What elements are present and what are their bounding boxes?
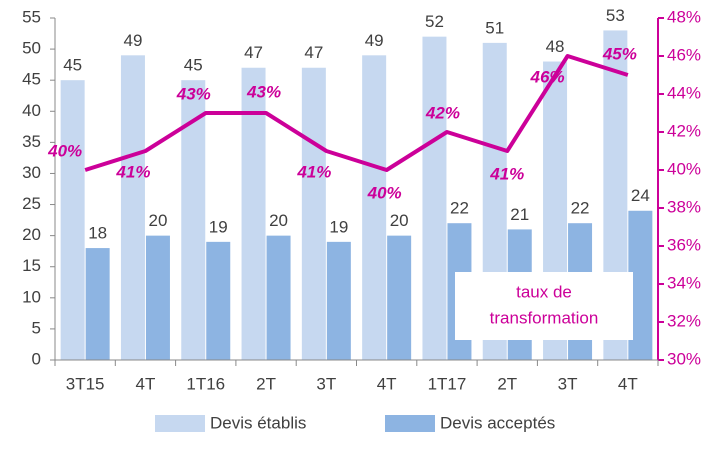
y2-tick-label: 44% — [667, 83, 701, 102]
y-tick-label: 0 — [32, 349, 41, 368]
y-tick-label: 5 — [32, 318, 41, 337]
bar — [422, 36, 447, 361]
x-tick-label: 4T — [136, 374, 156, 393]
bar-label: 45 — [63, 56, 82, 75]
bar-label: 47 — [304, 43, 323, 62]
rate-label: 43% — [176, 84, 211, 103]
bar-label: 19 — [329, 217, 348, 236]
rate-label: 43% — [246, 82, 281, 101]
y-tick-label: 40 — [22, 101, 41, 120]
y2-tick-label: 32% — [667, 311, 701, 330]
bar-label: 48 — [546, 37, 565, 56]
x-tick-label: 2T — [256, 374, 276, 393]
x-tick-label: 1T16 — [186, 374, 225, 393]
y2-tick-label: 40% — [667, 159, 701, 178]
y2-tick-label: 36% — [667, 235, 701, 254]
x-tick-label: 3T15 — [66, 374, 105, 393]
rate-label: 41% — [489, 164, 524, 183]
legend-label: Devis établis — [210, 413, 306, 432]
x-tick-label: 3T — [316, 374, 336, 393]
rate-label: 42% — [425, 103, 460, 122]
y2-tick-label: 34% — [667, 273, 701, 292]
y2-tick-label: 46% — [667, 45, 701, 64]
bar — [120, 55, 145, 361]
bar-label: 20 — [148, 211, 167, 230]
bar — [387, 235, 412, 360]
bar — [362, 55, 387, 361]
y-tick-label: 25 — [22, 194, 41, 213]
bar — [266, 235, 291, 360]
legend-label: Devis acceptés — [440, 413, 555, 432]
rate-line — [84, 54, 629, 172]
bar-label: 49 — [365, 31, 384, 50]
annotation-box — [455, 272, 633, 340]
x-tick-label: 3T — [558, 374, 578, 393]
rate-label: 41% — [296, 162, 331, 181]
rate-label: 45% — [602, 44, 637, 63]
legend-swatch — [385, 415, 435, 432]
bar-label: 49 — [123, 31, 142, 50]
x-tick-label: 2T — [497, 374, 517, 393]
legend-swatch — [155, 415, 205, 432]
bar — [301, 67, 326, 360]
bar-label: 47 — [244, 43, 263, 62]
rate-label: 40% — [367, 183, 402, 202]
y2-tick-label: 38% — [667, 197, 701, 216]
y-tick-label: 30 — [22, 163, 41, 182]
bar-label: 51 — [485, 18, 504, 37]
bar-label: 21 — [510, 205, 529, 224]
y-tick-label: 35 — [22, 132, 41, 151]
y2-tick-label: 42% — [667, 121, 701, 140]
y2-tick-label: 48% — [667, 7, 701, 26]
bar-label: 45 — [184, 56, 203, 75]
annotation: taux de — [516, 282, 572, 301]
y-tick-label: 20 — [22, 225, 41, 244]
bar-label: 53 — [606, 6, 625, 25]
y-tick-label: 45 — [22, 70, 41, 89]
x-tick-label: 4T — [377, 374, 397, 393]
annotation: transformation — [490, 308, 599, 327]
bar-label: 19 — [209, 217, 228, 236]
bar-label: 20 — [390, 211, 409, 230]
bar-label: 22 — [571, 199, 590, 218]
bar-label: 52 — [425, 12, 444, 31]
bar — [241, 67, 266, 360]
bar-label: 22 — [450, 199, 469, 218]
y-tick-label: 10 — [22, 287, 41, 306]
bar — [85, 248, 110, 360]
y-tick-label: 15 — [22, 256, 41, 275]
rate-label: 46% — [530, 67, 565, 86]
bar — [206, 241, 231, 360]
x-tick-label: 4T — [618, 374, 638, 393]
bar — [145, 235, 170, 360]
bar-label: 24 — [631, 186, 650, 205]
bar — [326, 241, 351, 360]
bar — [60, 80, 85, 360]
rate-label: 41% — [115, 162, 150, 181]
rate-label: 40% — [47, 141, 82, 160]
bar-label: 18 — [88, 224, 107, 243]
y2-tick-label: 30% — [667, 349, 701, 368]
y-tick-label: 55 — [22, 7, 41, 26]
bar-label: 20 — [269, 211, 288, 230]
x-tick-label: 1T17 — [428, 374, 467, 393]
y-tick-label: 50 — [22, 39, 41, 58]
